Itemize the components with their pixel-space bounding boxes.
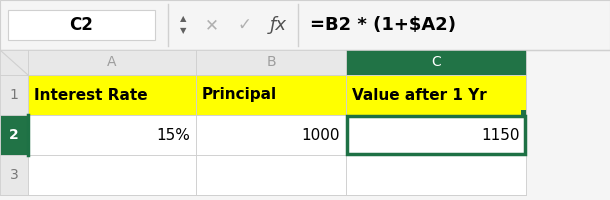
- Text: 3: 3: [10, 168, 18, 182]
- Text: 1: 1: [10, 88, 18, 102]
- Bar: [347, 116, 525, 154]
- Text: ▼: ▼: [180, 26, 186, 36]
- Bar: [8, 10, 155, 40]
- Bar: [0, 50, 28, 75]
- Text: 15%: 15%: [156, 128, 190, 142]
- Bar: [0, 155, 28, 195]
- Bar: [196, 155, 346, 195]
- Text: 1150: 1150: [481, 128, 520, 142]
- Text: 1000: 1000: [301, 128, 340, 142]
- Text: ƒx: ƒx: [270, 16, 287, 34]
- Bar: [28, 50, 196, 75]
- Bar: [521, 110, 526, 115]
- Bar: [196, 115, 346, 155]
- Bar: [28, 155, 196, 195]
- Text: C: C: [431, 55, 441, 70]
- Text: Interest Rate: Interest Rate: [34, 88, 148, 102]
- Bar: [28, 75, 196, 115]
- Bar: [0, 0, 610, 50]
- Bar: [28, 115, 196, 155]
- Text: Principal: Principal: [202, 88, 277, 102]
- Text: B: B: [266, 55, 276, 70]
- Bar: [346, 50, 526, 75]
- Bar: [0, 115, 28, 155]
- Text: =B2 * (1+$A2): =B2 * (1+$A2): [310, 16, 456, 34]
- Bar: [346, 115, 526, 155]
- Text: 2: 2: [9, 128, 19, 142]
- Text: ✕: ✕: [205, 16, 219, 34]
- Bar: [346, 75, 526, 115]
- Text: ✓: ✓: [237, 16, 251, 34]
- Bar: [0, 50, 526, 195]
- Bar: [0, 75, 28, 115]
- Bar: [196, 50, 346, 75]
- Bar: [196, 75, 346, 115]
- Text: A: A: [107, 55, 117, 70]
- Text: ▲: ▲: [180, 15, 186, 23]
- Bar: [346, 155, 526, 195]
- Text: C2: C2: [70, 16, 93, 34]
- Text: Value after 1 Yr: Value after 1 Yr: [352, 88, 487, 102]
